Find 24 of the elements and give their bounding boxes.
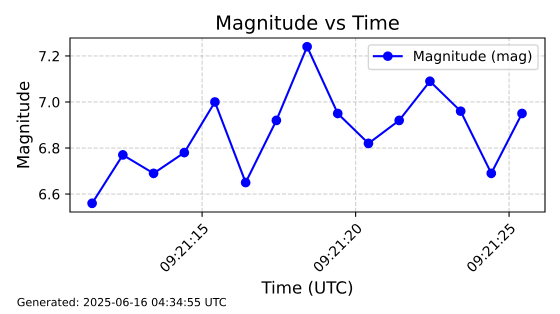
chart-title: Magnitude vs Time [217,14,399,34]
x-axis-title: Time (UTC) [261,280,352,296]
point [240,178,251,188]
point [456,106,466,116]
point [210,97,220,107]
point [118,150,128,160]
y-tick-label: 7.0 [39,96,60,108]
point [302,42,312,52]
point [148,168,158,178]
point [332,108,343,118]
point [87,198,97,208]
point [517,108,527,118]
point [179,148,190,158]
y-tick-label: 6.8 [39,142,60,154]
point [272,116,282,126]
y-tick-label: 6.6 [39,189,60,200]
text: Generated: 2025-06-16 04:34:55 UTC [17,298,226,306]
legend-label: Magnitude (mag) [414,50,532,64]
point [364,138,374,148]
y-axis-title: Magnitude [16,82,33,168]
point [425,76,435,86]
point [486,168,496,178]
y-tick-label: 7.2 [39,50,59,62]
point [394,116,404,126]
